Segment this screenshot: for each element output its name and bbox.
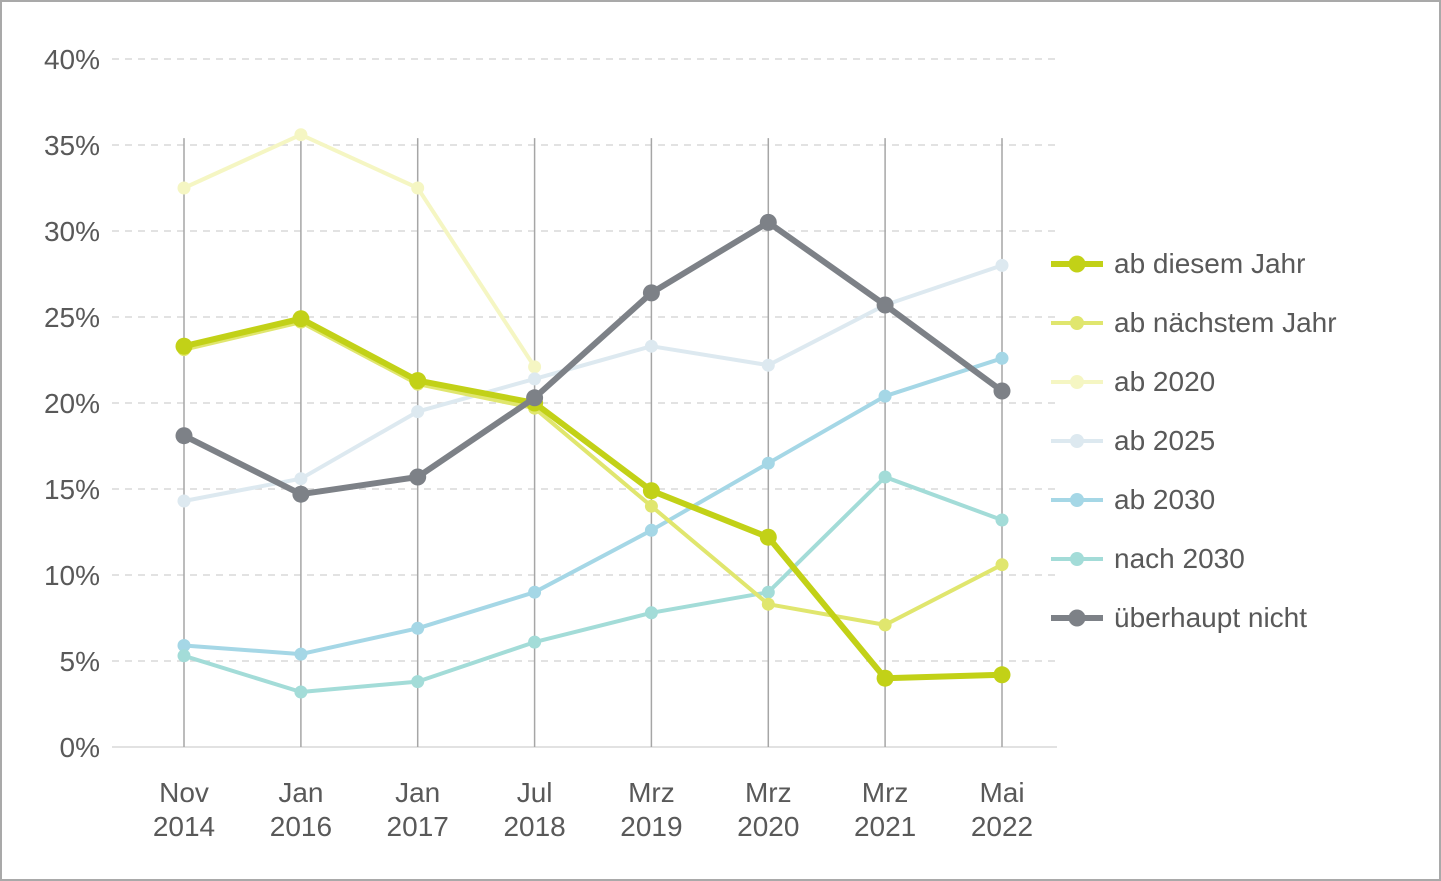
legend: ab diesem Jahr ab nächstem Jahr ab 2020 ab … [1050, 234, 1337, 647]
x-tick-label: Jan 2016 [270, 777, 332, 842]
legend-item-nach-2030: nach 2030 [1050, 529, 1337, 588]
y-tick-label: 25% [44, 302, 100, 333]
x-tick-label: Mrz 2019 [620, 777, 682, 842]
data-point-ab-2030 [177, 639, 191, 652]
data-point-ab-2025 [528, 372, 542, 386]
legend-marker [1051, 492, 1103, 507]
legend-marker [1051, 374, 1103, 389]
legend-label: ab diesem Jahr [1114, 247, 1306, 279]
y-tick-label: 20% [44, 388, 100, 419]
legend-label: nach 2030 [1114, 542, 1245, 574]
legend-marker [1051, 315, 1103, 330]
data-point-ab-2025 [995, 258, 1009, 272]
data-point-berhaupt-nicht [993, 382, 1011, 400]
data-point-ab-2025 [411, 405, 425, 419]
legend-item-ab-2020: ab 2020 [1050, 352, 1337, 411]
legend-item-ab-2030: ab 2030 [1050, 470, 1337, 529]
legend-label: ab 2030 [1114, 483, 1216, 515]
data-point-ab-2025 [177, 494, 191, 508]
data-point-berhaupt-nicht [759, 213, 777, 231]
legend-marker [1051, 609, 1103, 626]
series-line-ab-2025 [182, 263, 1004, 503]
x-tick-label: Jul 2018 [503, 777, 565, 842]
data-point-nach-2030 [528, 635, 542, 649]
data-point-berhaupt-nicht [409, 468, 427, 486]
legend-marker [1051, 433, 1103, 448]
x-tick-label: Mrz 2021 [854, 777, 916, 842]
data-point-ab-2030 [411, 621, 425, 635]
series-line-ab-diesem-jahr [181, 315, 1005, 682]
data-point-ab-2030 [878, 389, 892, 403]
x-tick-label: Nov 2014 [153, 777, 215, 842]
data-point-berhaupt-nicht [526, 389, 544, 407]
legend-marker [1051, 255, 1103, 272]
y-tick-label: 15% [44, 474, 100, 505]
data-point-berhaupt-nicht [175, 427, 193, 445]
legend-item-ab-n-chstem-jahr: ab nächstem Jahr [1050, 293, 1337, 352]
data-point-ab-diesem-jahr [993, 666, 1011, 684]
data-point-ab-diesem-jahr [876, 669, 894, 687]
data-point-nach-2030 [411, 675, 425, 689]
legend-marker [1051, 551, 1103, 566]
data-point-berhaupt-nicht [642, 284, 660, 302]
x-tick-label: Mai 2022 [971, 777, 1033, 842]
data-point-nach-2030 [644, 606, 658, 620]
data-point-ab-diesem-jahr [642, 482, 660, 500]
data-point-berhaupt-nicht [292, 485, 310, 503]
series-line-ab-2020 [182, 132, 537, 369]
data-point-ab-2030 [528, 585, 542, 599]
data-point-ab-2025 [294, 472, 308, 486]
x-tick-label: Mrz 2020 [737, 777, 799, 842]
legend-item-berhaupt-nicht: überhaupt nicht [1050, 588, 1337, 647]
data-point-ab-2030 [644, 523, 658, 537]
series-line-ab-2030 [182, 356, 1004, 657]
data-point-ab-2020 [294, 128, 308, 142]
legend-label: überhaupt nicht [1114, 601, 1308, 633]
y-tick-label: 35% [44, 130, 100, 161]
series-line-berhaupt-nicht [181, 219, 1005, 498]
data-point-ab-n-chstem-jahr [761, 597, 775, 611]
data-point-nach-2030 [995, 513, 1009, 527]
y-tick-label: 30% [44, 216, 100, 247]
data-point-ab-2020 [177, 181, 191, 195]
y-tick-label: 5% [60, 646, 100, 677]
data-point-ab-diesem-jahr [759, 528, 777, 546]
data-point-ab-diesem-jahr [175, 337, 193, 355]
legend-label: ab nächstem Jahr [1114, 306, 1337, 338]
data-point-ab-2025 [644, 339, 658, 353]
data-point-ab-diesem-jahr [409, 372, 427, 390]
data-point-ab-2030 [294, 647, 308, 661]
y-tick-label: 10% [44, 560, 100, 591]
line-chart: 0% 5% 10% 15% 20% 25% 30% 35% 40% Nov 2014 Jan 2016 J… [44, 44, 1057, 842]
legend-label: ab 2020 [1114, 365, 1216, 397]
data-point-ab-2020 [528, 360, 542, 374]
x-tick-label: Jan 2017 [387, 777, 449, 842]
y-tick-label: 40% [44, 44, 100, 75]
legend-item-ab-2025: ab 2025 [1050, 411, 1337, 470]
data-point-ab-2030 [995, 351, 1009, 365]
data-point-berhaupt-nicht [876, 296, 894, 314]
legend-label: ab 2025 [1114, 424, 1216, 456]
data-point-ab-2025 [761, 358, 775, 372]
data-point-ab-2020 [411, 181, 425, 195]
data-point-ab-n-chstem-jahr [644, 499, 658, 513]
series-line-ab-n-chstem-jahr [182, 320, 1004, 627]
data-point-nach-2030 [294, 685, 308, 699]
data-point-nach-2030 [177, 649, 191, 663]
data-point-ab-diesem-jahr [292, 310, 310, 328]
data-point-ab-n-chstem-jahr [878, 618, 892, 632]
y-tick-label: 0% [60, 732, 100, 763]
legend-item-ab-diesem-jahr: ab diesem Jahr [1050, 234, 1337, 293]
data-point-ab-n-chstem-jahr [995, 558, 1009, 572]
series-line-nach-2030 [182, 475, 1004, 694]
data-point-nach-2030 [761, 585, 775, 599]
data-point-nach-2030 [878, 470, 892, 484]
data-point-ab-2030 [761, 456, 775, 470]
